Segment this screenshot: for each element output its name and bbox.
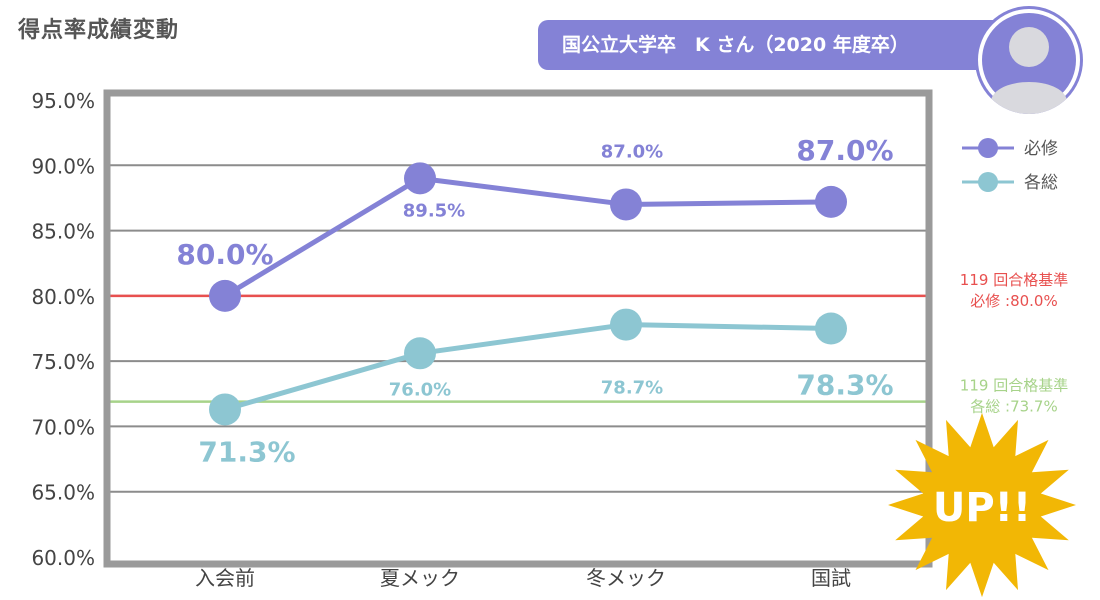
y-axis-tick-labels: 60.0% 65.0% 70.0% 75.0% 80.0% 85.0% 90.0% 95.0% bbox=[31, 89, 95, 570]
profile-banner: 国公立大学卒 K さん（2020 年度卒） bbox=[538, 20, 1008, 70]
data-point bbox=[610, 308, 642, 341]
data-label: 80.0% bbox=[176, 238, 273, 271]
data-point bbox=[815, 185, 847, 218]
series-line bbox=[224, 322, 832, 412]
user-icon bbox=[978, 9, 1080, 114]
y-tick-label: 80.0% bbox=[31, 285, 95, 309]
reference-label-line1: 119 回合格基準 bbox=[960, 377, 1068, 395]
y-tick-label: 95.0% bbox=[31, 89, 95, 113]
data-label: 76.0% bbox=[389, 379, 451, 400]
legend-marker bbox=[978, 172, 998, 192]
page-title: 得点率成績変動 bbox=[18, 18, 180, 43]
x-category-label: 夏メック bbox=[380, 566, 460, 590]
data-point bbox=[209, 279, 241, 312]
x-category-label: 入会前 bbox=[195, 566, 255, 590]
reference-label-line2: 各総 :73.7% bbox=[970, 398, 1057, 416]
y-tick-label: 90.0% bbox=[31, 154, 95, 178]
data-point bbox=[404, 162, 436, 195]
x-category-label: 国試 bbox=[811, 566, 851, 590]
data-label: 87.0% bbox=[796, 134, 893, 167]
data-label: 89.5% bbox=[403, 200, 465, 221]
data-label: 78.3% bbox=[796, 369, 893, 402]
legend-label: 各総 bbox=[1024, 173, 1058, 193]
y-tick-label: 75.0% bbox=[31, 350, 95, 374]
up-badge-text: UP!! bbox=[933, 485, 1031, 531]
y-tick-label: 70.0% bbox=[31, 415, 95, 439]
series-line bbox=[223, 175, 832, 298]
y-tick-label: 60.0% bbox=[31, 546, 95, 570]
y-tick-label: 65.0% bbox=[31, 481, 95, 505]
x-category-label: 冬メック bbox=[586, 566, 666, 590]
data-point bbox=[209, 393, 241, 426]
plot-frame bbox=[103, 89, 933, 568]
up-badge: UP!! bbox=[888, 412, 1076, 598]
data-point bbox=[610, 188, 642, 221]
avatar bbox=[975, 6, 1083, 114]
data-labels: 80.0% 89.5% 87.0% 87.0% 71.3% 76.0% 78.7% 78.3% bbox=[176, 134, 893, 469]
starburst-shape bbox=[888, 412, 1076, 598]
legend-marker bbox=[978, 138, 998, 158]
x-axis-category-labels: 入会前 夏メック 冬メック 国試 bbox=[195, 566, 851, 590]
reference-label-line1: 119 回合格基準 bbox=[960, 271, 1068, 289]
y-tick-label: 85.0% bbox=[31, 220, 95, 244]
data-series bbox=[209, 162, 847, 426]
data-point bbox=[404, 337, 436, 370]
data-label: 78.7% bbox=[601, 378, 663, 399]
legend-label: 必修 bbox=[1024, 139, 1058, 159]
data-label: 71.3% bbox=[198, 435, 295, 468]
data-label: 87.0% bbox=[601, 141, 663, 162]
reference-label-line2: 必修 :80.0% bbox=[970, 292, 1057, 310]
data-point bbox=[815, 312, 847, 345]
